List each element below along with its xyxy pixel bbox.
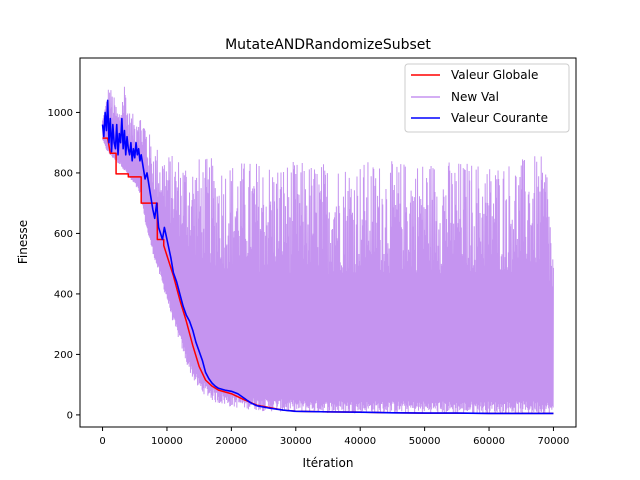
x-tick-label: 20000	[215, 436, 247, 447]
legend-label-new-val: New Val	[451, 90, 499, 104]
x-tick-label: 50000	[409, 436, 441, 447]
legend-frame	[404, 63, 570, 133]
x-tick-label: 70000	[538, 436, 570, 447]
x-axis-label: Itération	[303, 456, 354, 470]
x-axis: 0 10000 20000 30000 40000 50000 60000 70000	[99, 427, 569, 447]
x-tick-label: 0	[99, 436, 105, 447]
chart-title: MutateANDRandomizeSubset	[225, 37, 431, 53]
legend-label-valeur-courante: Valeur Courante	[451, 111, 548, 125]
y-tick-label: 400	[54, 289, 73, 300]
legend: Valeur Globale New Val Valeur Courante	[404, 63, 570, 133]
y-tick-label: 600	[54, 229, 73, 240]
y-axis-label: Finesse	[16, 220, 30, 264]
y-tick-label: 800	[54, 168, 73, 179]
x-tick-label: 30000	[280, 436, 312, 447]
x-tick-label: 10000	[151, 436, 183, 447]
y-axis: 0 200 400 600 800 1000	[48, 108, 80, 421]
y-tick-label: 1000	[48, 108, 73, 119]
axes-frame	[79, 57, 577, 428]
x-tick-label: 40000	[344, 436, 376, 447]
y-tick-label: 200	[54, 350, 73, 361]
y-tick-label: 0	[67, 410, 73, 421]
legend-label-valeur-globale: Valeur Globale	[451, 68, 538, 82]
series-line-valeur-courante	[101, 99, 554, 415]
plot-area	[101, 86, 554, 415]
x-tick-label: 60000	[473, 436, 505, 447]
